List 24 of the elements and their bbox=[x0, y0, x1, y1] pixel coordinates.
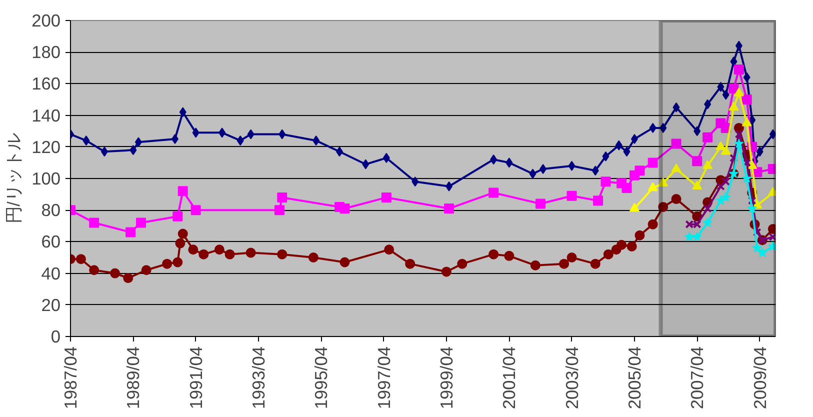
y-tick-label: 20 bbox=[41, 294, 61, 315]
y-tick-label: 120 bbox=[32, 136, 61, 157]
x-tick-label: 1997/04 bbox=[374, 346, 394, 410]
x-tick-label: 2007/04 bbox=[687, 346, 708, 410]
y-tick-label: 100 bbox=[32, 168, 61, 188]
y-tick-label: 140 bbox=[32, 105, 61, 126]
x-tick-label: 1991/04 bbox=[186, 346, 206, 410]
x-tick-label: 2005/04 bbox=[624, 346, 644, 410]
x-tick-label: 2009/04 bbox=[750, 346, 770, 410]
x-tick-label: 1987/04 bbox=[60, 346, 80, 410]
y-tick-label: 160 bbox=[32, 74, 61, 94]
y-tick-label: 40 bbox=[41, 263, 61, 284]
x-tick-label: 1999/04 bbox=[436, 346, 456, 410]
y-tick-label: 60 bbox=[41, 232, 61, 252]
x-tick-label: 2003/04 bbox=[562, 346, 582, 410]
x-tick-label: 1989/04 bbox=[123, 346, 144, 410]
x-tick-label: 1995/04 bbox=[311, 346, 332, 410]
y-axis-title: 円/リットル bbox=[4, 134, 24, 224]
y-tick-label: 180 bbox=[32, 42, 61, 62]
x-tick-label: 2001/04 bbox=[499, 346, 520, 410]
x-tick-label: 1993/04 bbox=[248, 346, 269, 410]
y-tick-label: 80 bbox=[41, 200, 61, 220]
y-tick-label: 200 bbox=[32, 10, 61, 30]
y-tick-label: 0 bbox=[50, 326, 61, 346]
